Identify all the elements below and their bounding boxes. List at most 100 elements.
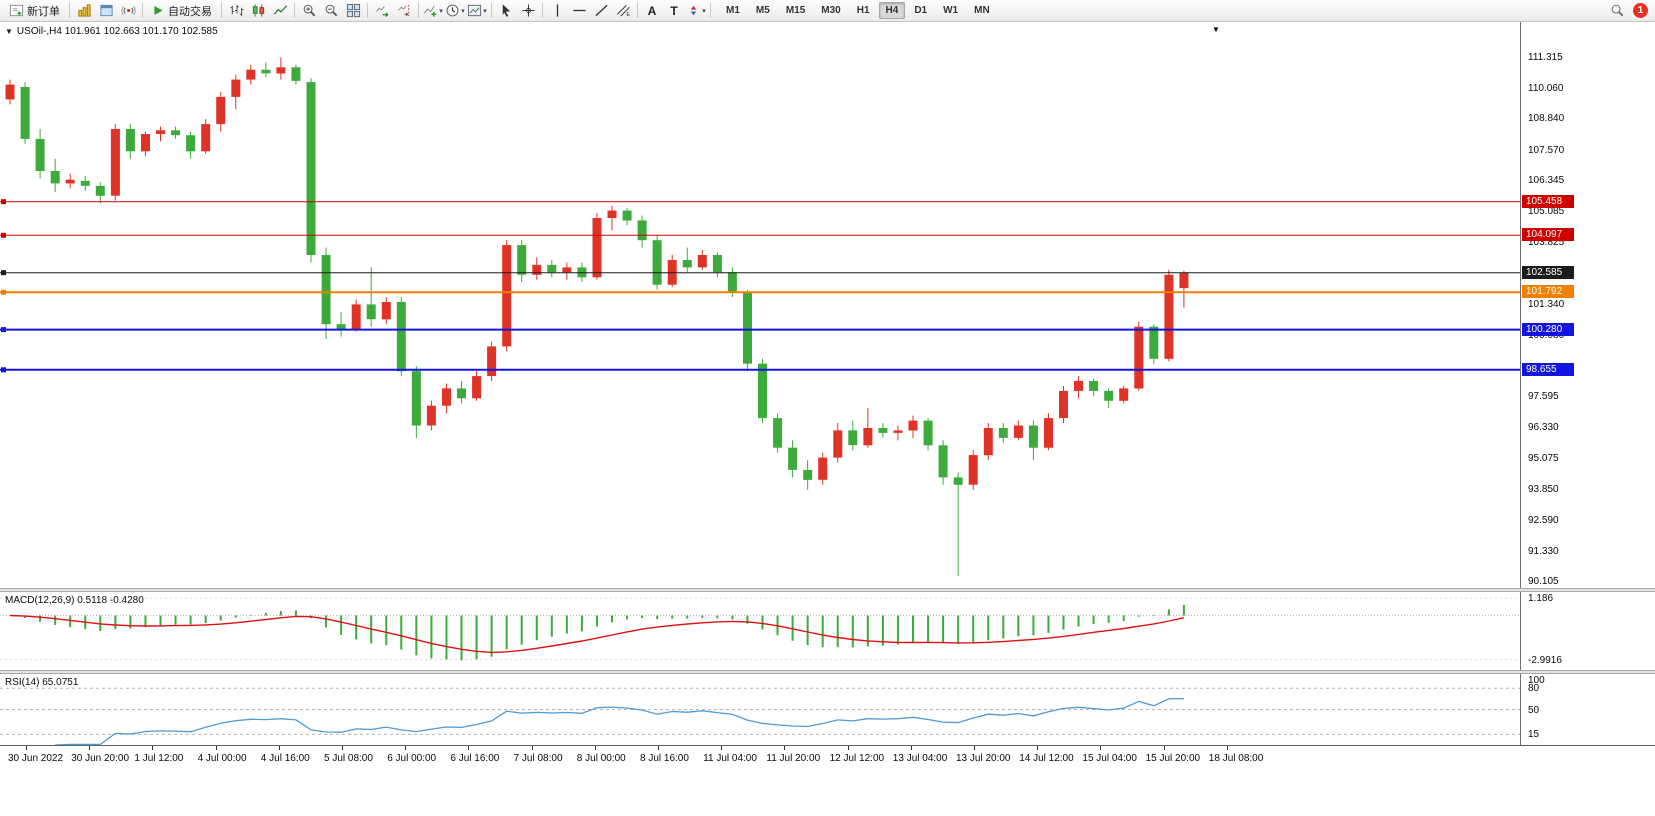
- hline-anchor[interactable]: [1, 367, 6, 373]
- hline-anchor[interactable]: [1, 270, 6, 276]
- time-axis-label: 11 Jul 20:00: [766, 753, 821, 764]
- pane-splitter[interactable]: [0, 588, 1655, 592]
- axis-label: -2.9916: [1528, 654, 1562, 666]
- price-axis[interactable]: 111.315 110.060 108.840 107.570 106.345 105.0…: [1520, 22, 1655, 771]
- rsi-pane[interactable]: [0, 674, 1520, 745]
- timeframe-h1[interactable]: H1: [856, 5, 870, 16]
- autoscroll-button[interactable]: [371, 1, 393, 21]
- toolbar-separator: [637, 3, 638, 18]
- chart-window: ▼ USOil-,H4 101.961 102.663 101.170 102.…: [0, 22, 1655, 816]
- add-indicator-icon: [424, 6, 437, 17]
- timeframe-h4[interactable]: H4: [878, 2, 906, 19]
- dropdown-caret-icon: ▾: [483, 7, 487, 15]
- axis-label: 90.105: [1528, 576, 1559, 587]
- time-tick: [468, 746, 470, 750]
- time-tick: [26, 746, 27, 750]
- time-tick: [1037, 746, 1039, 750]
- timeframe-m15[interactable]: M15: [785, 5, 806, 16]
- time-axis-label: 6 Jul 00:00: [387, 753, 437, 764]
- channel-tool-button[interactable]: E: [612, 1, 634, 21]
- chart-title-bar: ▼ USOil-,H4 101.961 102.663 101.170 102.…: [5, 26, 218, 37]
- zoom-out-button[interactable]: [320, 1, 342, 21]
- cursor-button[interactable]: [495, 1, 517, 21]
- crosshair-button[interactable]: [517, 1, 539, 21]
- time-tick: [1163, 746, 1165, 750]
- search-button[interactable]: [1606, 1, 1628, 21]
- dropdown-caret-icon: ▾: [702, 7, 706, 15]
- time-axis-label: 30 Jun 2022: [8, 753, 64, 764]
- templates-button[interactable]: ▾: [466, 1, 488, 21]
- axis-label: 101.340: [1528, 298, 1565, 310]
- time-tick: [342, 746, 343, 750]
- chart-shift-marker[interactable]: ▼: [1212, 25, 1220, 34]
- vertical-line-icon: [556, 4, 558, 17]
- price-tag: 105.458: [1522, 194, 1574, 208]
- axis-label: 100: [1528, 675, 1545, 686]
- chart-shift-icon: [397, 4, 409, 17]
- macd-label: MACD(12,26,9) 0.5118 -0.4280: [5, 595, 144, 606]
- toolbar: 新订单 自动交易 ▾: [0, 0, 1655, 22]
- zoom-in-button[interactable]: [298, 1, 320, 21]
- line-chart-button[interactable]: [269, 1, 291, 21]
- notification-badge[interactable]: 1: [1633, 3, 1648, 18]
- vertical-line-tool-button[interactable]: [546, 1, 568, 21]
- axis-label: 95.075: [1528, 453, 1559, 465]
- timeframe-m1[interactable]: M1: [726, 5, 740, 16]
- horizontal-line-tool-button[interactable]: [568, 1, 590, 21]
- axis-label: 108.840: [1528, 113, 1565, 125]
- new-order-icon: [9, 4, 24, 17]
- zoom-in-icon: [303, 4, 315, 17]
- time-axis-label: 30 Jun 20:00: [71, 753, 130, 764]
- hline-anchor[interactable]: [1, 327, 6, 333]
- arrows-icon: [690, 5, 697, 16]
- time-tick: [215, 746, 217, 750]
- text-tool-button[interactable]: A: [641, 1, 663, 21]
- search-icon: [1611, 4, 1623, 17]
- time-tick: [974, 746, 975, 750]
- toolbar-separator: [710, 3, 711, 18]
- chart-menu-icon[interactable]: ▼: [5, 27, 13, 36]
- add-indicator-button[interactable]: ▾: [422, 1, 444, 21]
- time-tick: [152, 746, 154, 750]
- window-profile-icon: [99, 4, 113, 17]
- axis-label: 50: [1528, 704, 1540, 716]
- dropdown-caret-icon: ▾: [439, 7, 443, 15]
- axis-label: 96.330: [1528, 422, 1559, 434]
- timeframe-m30[interactable]: M30: [821, 5, 841, 16]
- alerts-button[interactable]: [117, 1, 139, 21]
- zoom-out-icon: [325, 4, 337, 17]
- new-order-button[interactable]: 新订单: [3, 1, 66, 21]
- time-axis-label: 4 Jul 16:00: [260, 753, 310, 764]
- hline-anchor[interactable]: [1, 199, 6, 205]
- label-tool-button[interactable]: T: [663, 1, 685, 21]
- arrows-tool-button[interactable]: ▾: [685, 1, 707, 21]
- autoscroll-icon: [375, 6, 389, 18]
- time-tick: [1226, 746, 1228, 750]
- pane-splitter[interactable]: [0, 670, 1655, 674]
- candlestick-chart-button[interactable]: [247, 1, 269, 21]
- periods-button[interactable]: ▾: [444, 1, 466, 21]
- svg-text:E: E: [626, 12, 630, 18]
- hline-anchor[interactable]: [1, 232, 6, 238]
- charts-grid-button[interactable]: [73, 1, 95, 21]
- autotrading-button[interactable]: 自动交易: [146, 1, 218, 21]
- bar-chart-button[interactable]: [225, 1, 247, 21]
- time-axis-label: 5 Jul 08:00: [324, 753, 373, 764]
- candles: [5, 57, 1189, 577]
- profiles-button[interactable]: [95, 1, 117, 21]
- chart-shift-button[interactable]: [393, 1, 415, 21]
- timeframe-m5[interactable]: M5: [755, 5, 770, 16]
- timeframe-d1[interactable]: D1: [914, 5, 928, 16]
- trendline-tool-button[interactable]: [590, 1, 612, 21]
- hline-anchor[interactable]: [1, 289, 6, 295]
- main-chart[interactable]: [0, 22, 1520, 588]
- time-axis[interactable]: 30 Jun 2022 30 Jun 20:00 1 Jul 12:00 4 Jul …: [0, 745, 1655, 772]
- axis-label: 97.595: [1528, 391, 1559, 402]
- timeframe-mn[interactable]: MN: [974, 5, 990, 16]
- timeframe-w1[interactable]: W1: [943, 5, 959, 16]
- time-axis-label: 7 Jul 08:00: [513, 753, 563, 764]
- price-tag: 102.585: [1522, 265, 1574, 279]
- time-tick: [405, 746, 407, 750]
- tile-windows-button[interactable]: [342, 1, 364, 21]
- macd-pane[interactable]: [0, 592, 1520, 670]
